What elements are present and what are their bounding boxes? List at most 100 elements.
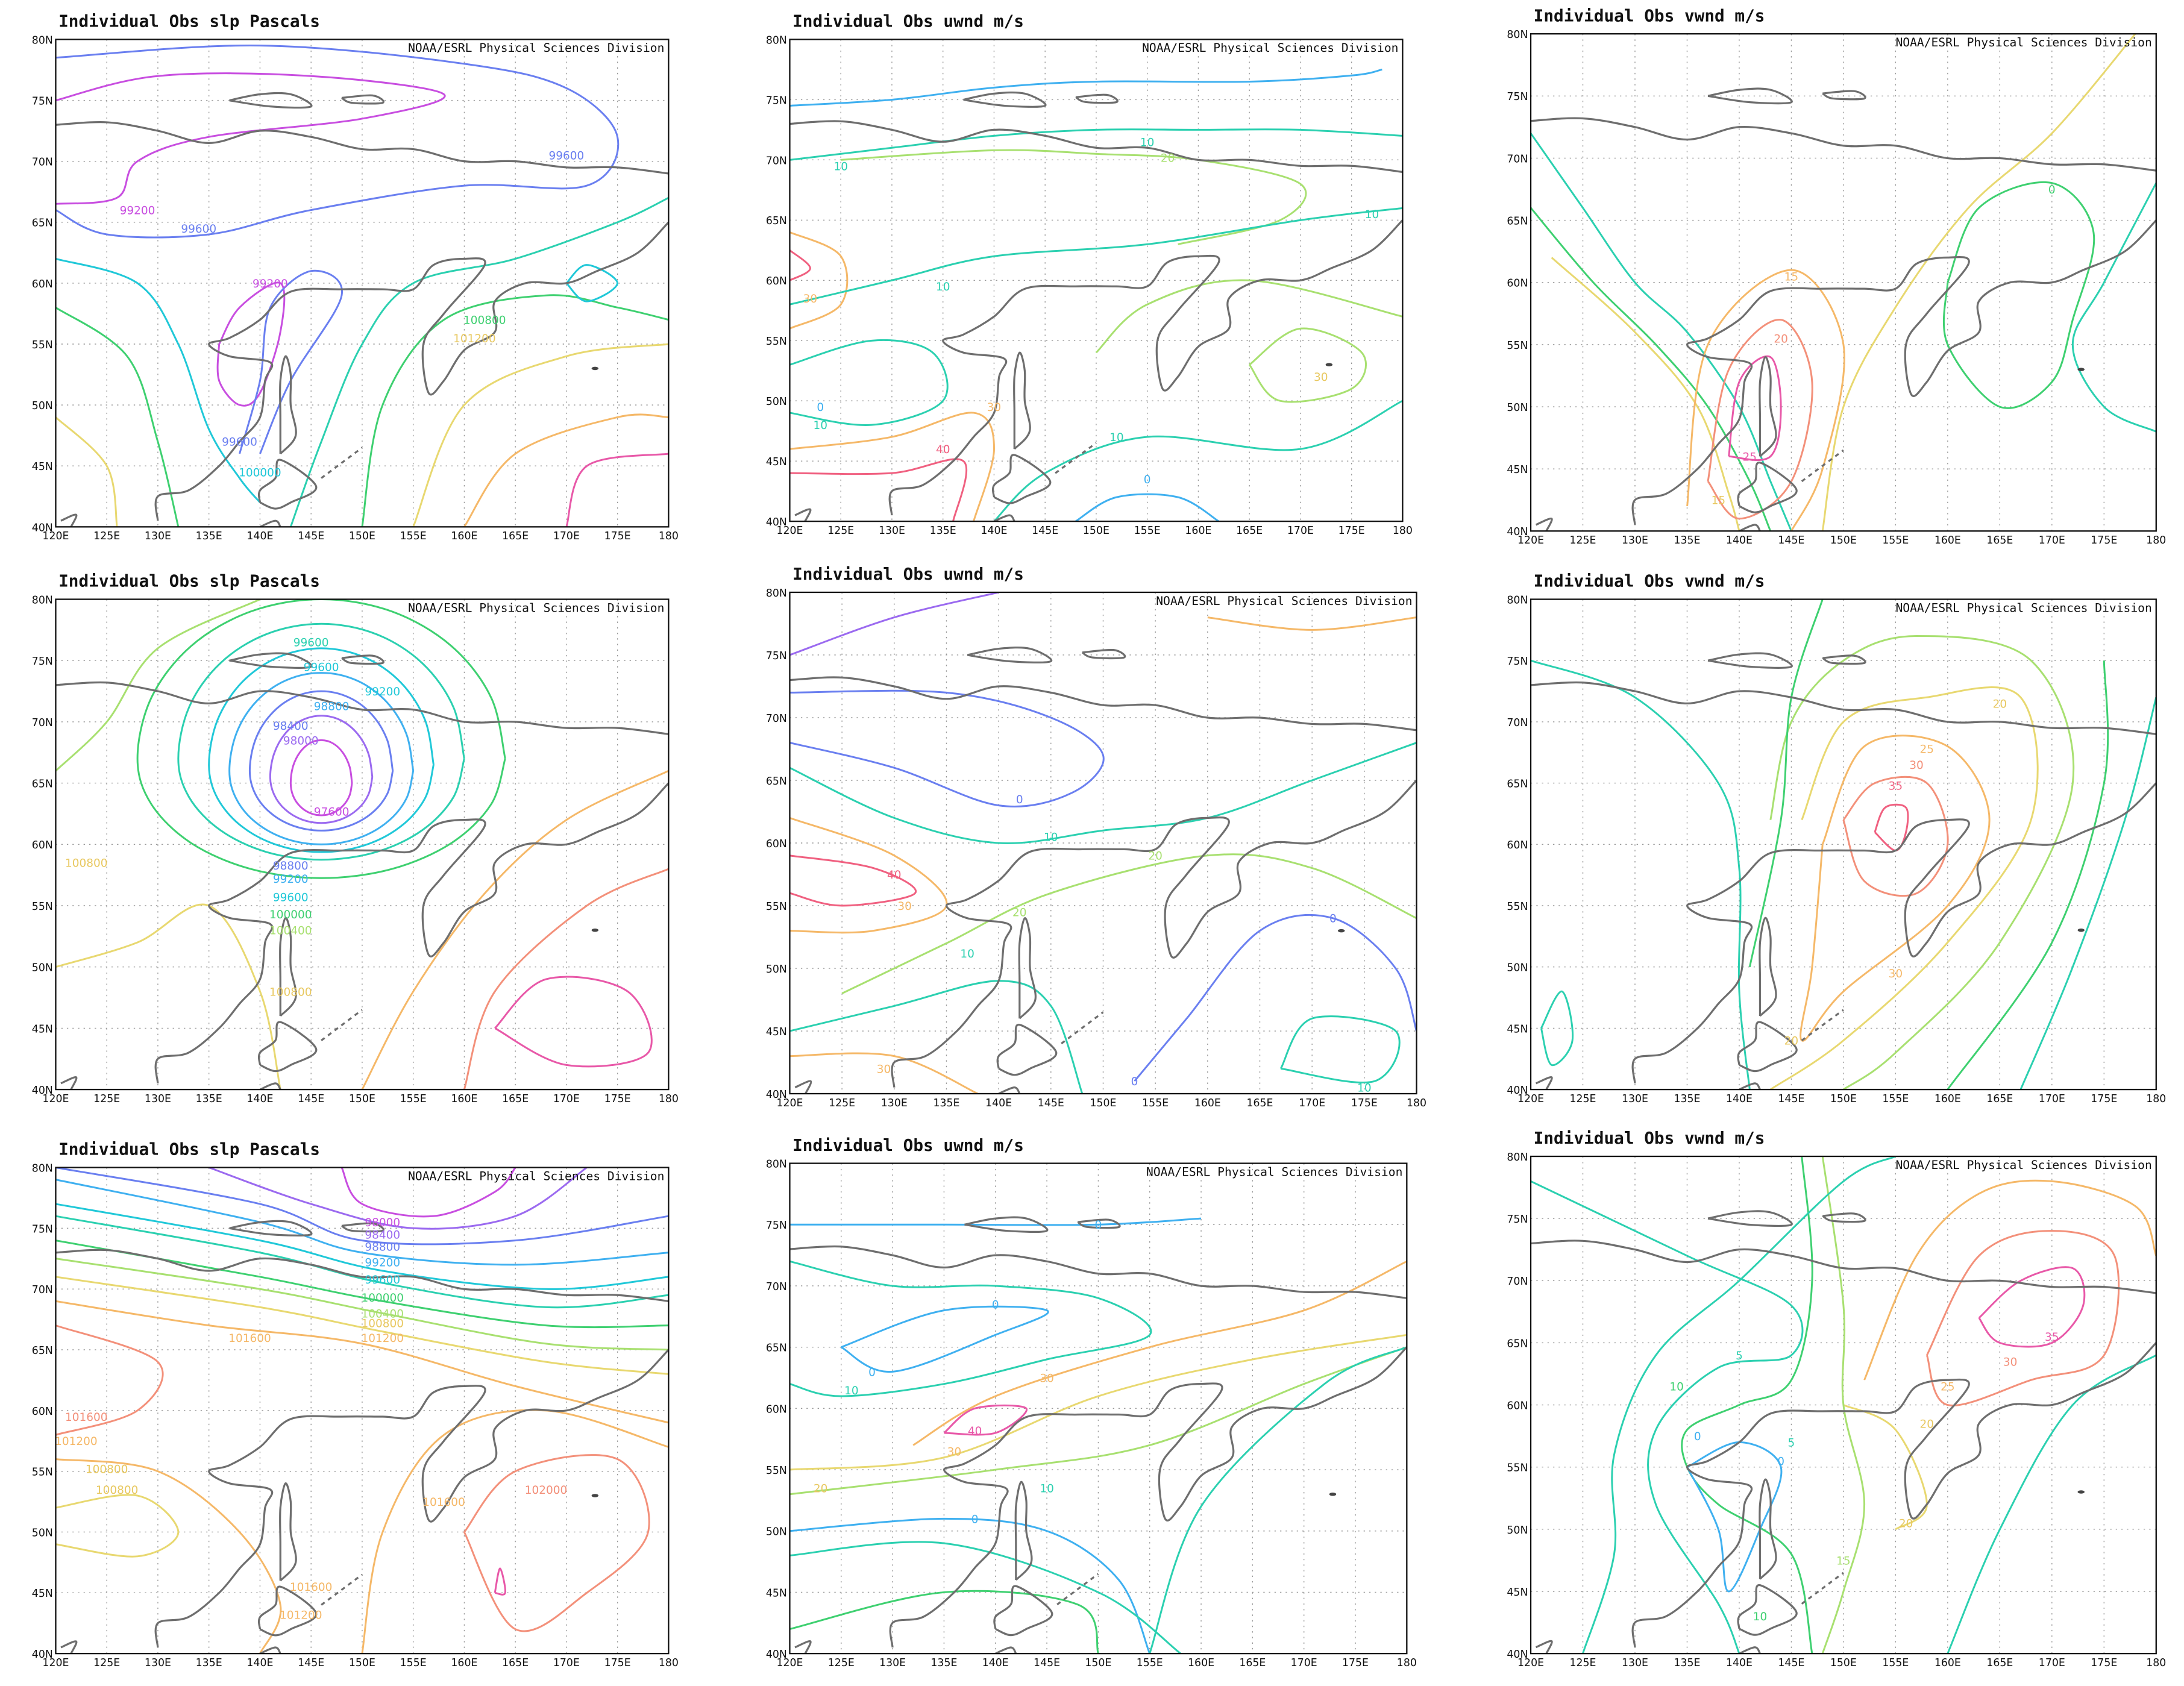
x-tick-label: 125E	[93, 1093, 120, 1105]
kuril-islands	[1055, 442, 1097, 474]
contour-label: 100800	[269, 986, 312, 998]
credit: NOAA/ESRL Physical Sciences Division	[1146, 1165, 1402, 1179]
contour-line	[216, 281, 286, 407]
contour-label: 35	[2045, 1331, 2059, 1344]
y-tick-label: 65N	[766, 776, 787, 788]
contour-line	[789, 249, 811, 281]
x-tick-label: 150E	[1085, 1657, 1111, 1669]
contours	[789, 592, 1417, 1094]
contour-line	[412, 343, 669, 527]
y-tick-label: 55N	[766, 336, 787, 348]
coastline	[998, 1086, 1021, 1094]
x-tick-label: 150E	[1830, 1657, 1857, 1669]
x-tick-label: 140E	[246, 1093, 273, 1105]
contour-label: 10	[814, 419, 828, 432]
contour-label: 30	[1909, 759, 1924, 772]
y-tick-label: 45N	[766, 1587, 787, 1599]
x-tick-label: 160E	[1935, 1093, 1961, 1105]
panel-frame	[55, 598, 670, 1091]
contour-line	[1707, 319, 1813, 520]
coastline	[1759, 917, 1777, 1017]
contour-line	[789, 207, 1403, 306]
contour-label: 0	[1694, 1431, 1701, 1443]
y-tick-label: 45N	[1507, 1587, 1528, 1599]
contour-line	[565, 453, 669, 527]
x-tick-label: 140E	[985, 1097, 1012, 1109]
contour-line	[463, 413, 669, 527]
y-tick-label: 45N	[32, 1023, 53, 1035]
y-tick-label: 70N	[1507, 153, 1528, 165]
x-tick-label: 160E	[1188, 1657, 1214, 1669]
x-tick-label: 165E	[1986, 1093, 2013, 1105]
coastline	[257, 1021, 318, 1073]
contour-line	[1075, 493, 1220, 522]
y-tick-label: 70N	[1507, 1276, 1528, 1288]
kuril-islands	[321, 1573, 363, 1606]
x-tick-label: 135E	[933, 1097, 959, 1109]
contour-line	[789, 742, 1417, 844]
y-tick-label: 50N	[1507, 962, 1528, 974]
credit: NOAA/ESRL Physical Sciences Division	[1895, 36, 2151, 49]
contour-label: 10	[936, 281, 950, 293]
contour-line	[1821, 34, 2136, 531]
x-tick-label: 145E	[1032, 525, 1058, 537]
coastline	[1737, 1584, 1798, 1636]
map-panel: Individual Obs uwnd m/s 120E 125E 130E 135E 1…	[766, 564, 1426, 1109]
contour-line	[55, 1258, 669, 1351]
contour-line	[789, 412, 996, 522]
x-tick-label: 150E	[1830, 534, 1857, 547]
contour-line	[789, 1260, 1152, 1397]
x-tick-label: 145E	[1038, 1097, 1064, 1109]
x-tick-label: 135E	[196, 1093, 222, 1105]
contour-label: 20	[1161, 152, 1175, 165]
contour-label: 10	[844, 1385, 859, 1397]
x-tick-label: 145E	[1778, 1657, 1804, 1669]
y-tick-label: 55N	[32, 901, 53, 913]
x-tick-label: 175E	[1342, 1657, 1369, 1669]
x-tick-label: 175E	[2091, 1093, 2117, 1105]
x-tick-label: 175E	[1338, 525, 1365, 537]
y-tick-label: 50N	[766, 1526, 787, 1538]
y-tick-label: 70N	[766, 713, 787, 725]
contour-label: 0	[1329, 913, 1337, 926]
coastline	[794, 508, 812, 522]
y-tick-label: 70N	[766, 1281, 787, 1293]
contour-label: 99200	[120, 204, 155, 217]
y-tick-label: 75N	[766, 95, 787, 107]
x-tick-label: 160E	[1935, 534, 1961, 547]
y-tick-label: 80N	[766, 1159, 787, 1171]
contour-label: 35	[1889, 780, 1903, 793]
y-tick-label: 60N	[32, 278, 53, 290]
contour-line	[494, 976, 653, 1068]
x-tick-label: 120E	[1517, 1093, 1544, 1105]
contour-label: 10	[1040, 1482, 1054, 1495]
coastline	[794, 1080, 812, 1094]
contour-label: 10	[1753, 1611, 1768, 1623]
contour-line	[55, 1203, 669, 1290]
panel-frame	[1530, 1155, 2157, 1655]
x-tick-label: 140E	[982, 1657, 1009, 1669]
contour-line	[55, 1300, 669, 1424]
contour-line	[55, 1239, 669, 1329]
contour-line	[55, 1215, 669, 1309]
x-tick-label: 125E	[93, 1657, 120, 1669]
contour-label: 30	[1314, 371, 1328, 384]
contour-line	[55, 258, 261, 503]
contour-label: 97600	[314, 806, 350, 818]
contour-label: 102000	[525, 1484, 568, 1497]
contour-label: 30	[877, 1063, 891, 1076]
contours	[1531, 1156, 2156, 1654]
x-tick-label: 160E	[1185, 525, 1211, 537]
credit: NOAA/ESRL Physical Sciences Division	[408, 41, 664, 55]
y-tick-label: 80N	[32, 594, 53, 606]
y-tick-label: 60N	[32, 1406, 53, 1418]
contour-line	[1947, 1354, 2156, 1654]
contour-line	[789, 1052, 979, 1094]
y-tick-label: 65N	[1507, 216, 1528, 228]
contour-line	[789, 458, 968, 522]
x-tick-label: 165E	[502, 1093, 529, 1105]
contour-line	[1728, 355, 1782, 462]
y-tick-label: 75N	[32, 95, 53, 107]
coastline	[55, 681, 669, 735]
